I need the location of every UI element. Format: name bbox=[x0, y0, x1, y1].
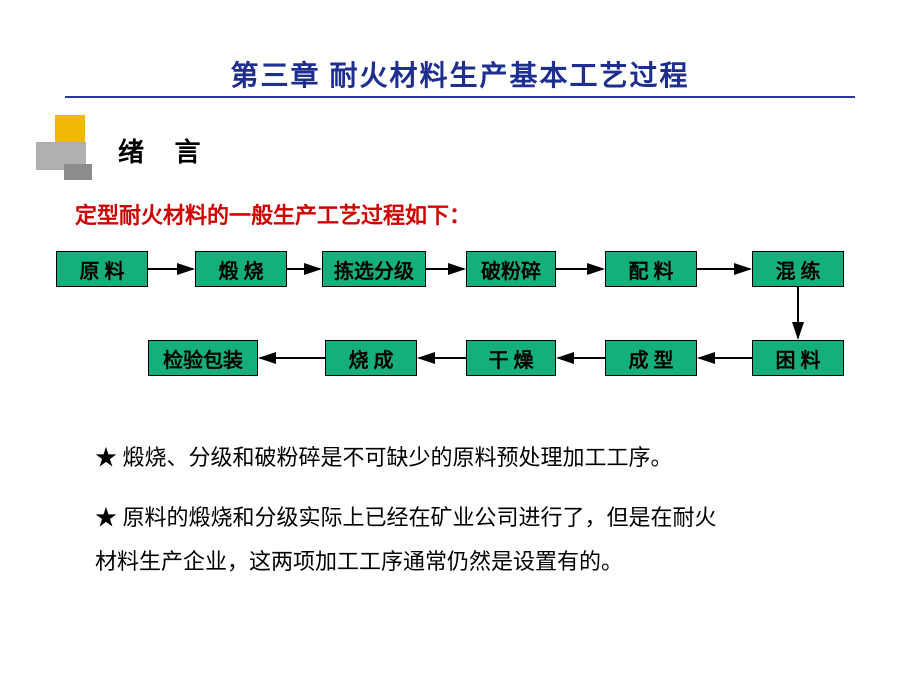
node-mixing: 混 练 bbox=[752, 251, 844, 287]
node-packaging: 检验包装 bbox=[148, 340, 258, 376]
node-raw-material: 原 料 bbox=[56, 251, 148, 287]
node-firing: 烧 成 bbox=[325, 340, 417, 376]
flowchart: 原 料 煅 烧 拣选分级 破粉碎 配 料 混 练 困 料 成 型 干 燥 烧 成… bbox=[0, 0, 920, 690]
node-calcination: 煅 烧 bbox=[195, 251, 287, 287]
node-ageing: 困 料 bbox=[752, 340, 844, 376]
node-batching: 配 料 bbox=[605, 251, 697, 287]
bullet-2-line1: ★ 原料的煅烧和分级实际上已经在矿业公司进行了，但是在耐火 bbox=[95, 500, 717, 536]
node-forming: 成 型 bbox=[605, 340, 697, 376]
bullet-2-line2: 材料生产企业，这两项加工工序通常仍然是设置有的。 bbox=[95, 544, 623, 580]
bullet-1: ★ 煅烧、分级和破粉碎是不可缺少的原料预处理加工工序。 bbox=[95, 440, 673, 476]
node-sorting: 拣选分级 bbox=[322, 251, 426, 287]
node-crushing: 破粉碎 bbox=[466, 251, 556, 287]
node-drying: 干 燥 bbox=[466, 340, 556, 376]
